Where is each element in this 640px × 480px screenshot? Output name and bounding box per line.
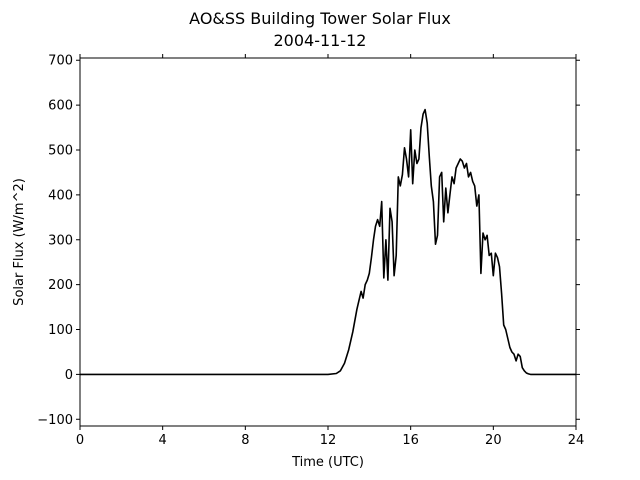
x-tick-label: 12 bbox=[320, 433, 337, 448]
y-tick-label: 0 bbox=[65, 368, 73, 383]
x-tick-label: 4 bbox=[159, 433, 167, 448]
y-tick-label: 200 bbox=[48, 278, 73, 293]
y-tick-label: 300 bbox=[48, 233, 73, 248]
solar-flux-line bbox=[80, 108, 576, 376]
x-tick-label: 16 bbox=[402, 433, 419, 448]
plot-frame bbox=[79, 57, 577, 427]
chart-subtitle: 2004-11-12 bbox=[274, 31, 367, 50]
y-tick-label: 700 bbox=[48, 54, 73, 69]
x-tick-label: 20 bbox=[485, 433, 502, 448]
y-tick-label: −100 bbox=[37, 413, 73, 428]
x-axis-label: Time (UTC) bbox=[291, 455, 364, 470]
x-tick-label: 24 bbox=[568, 433, 585, 448]
chart-title: AO&SS Building Tower Solar Flux bbox=[189, 9, 451, 28]
x-tick-label: 0 bbox=[76, 433, 84, 448]
y-tick-label: 500 bbox=[48, 144, 73, 159]
y-tick-label: 400 bbox=[48, 188, 73, 203]
y-tick-label: 100 bbox=[48, 323, 73, 338]
y-tick-label: 600 bbox=[48, 99, 73, 114]
x-tick-label: 8 bbox=[241, 433, 249, 448]
y-axis-label: Solar Flux (W/m^2) bbox=[12, 178, 27, 306]
